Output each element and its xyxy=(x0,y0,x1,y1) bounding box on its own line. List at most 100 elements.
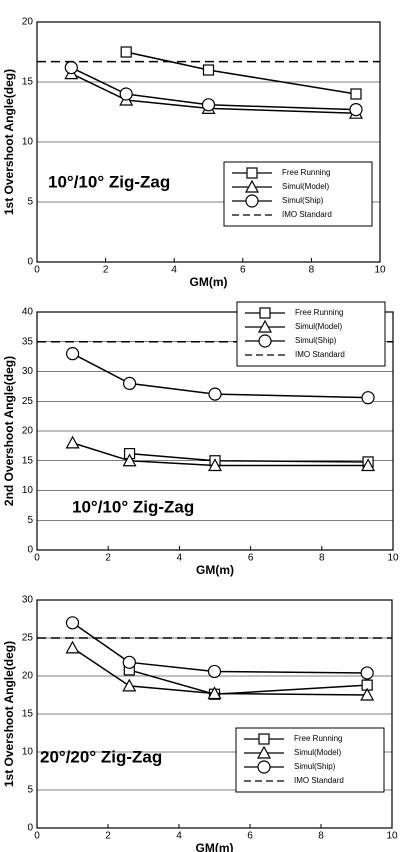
annotation: 10°/10° Zig-Zag xyxy=(48,172,170,191)
x-tick-label: 4 xyxy=(177,553,183,564)
x-tick-label: 6 xyxy=(248,553,254,564)
legend-label: Free Running xyxy=(295,308,343,317)
marker-circle xyxy=(245,194,259,208)
series-line xyxy=(126,51,357,95)
legend-label: Simul(Ship) xyxy=(295,336,337,345)
y-tick-label: 20 xyxy=(22,17,34,28)
y-tick-label: 0 xyxy=(27,257,33,268)
marker-square xyxy=(246,167,258,179)
series-line xyxy=(70,72,357,114)
marker-triangle xyxy=(122,678,137,692)
plot-frame xyxy=(36,21,381,263)
marker-square xyxy=(259,307,271,319)
x-tick-label: 4 xyxy=(171,265,177,276)
marker-circle xyxy=(122,655,136,669)
legend-label: IMO Standard xyxy=(282,210,332,219)
plot-frame xyxy=(36,311,394,551)
y-tick-label: 10 xyxy=(22,137,34,148)
series-line xyxy=(129,669,368,695)
plot-frame xyxy=(36,599,393,829)
x-tick-label: 10 xyxy=(387,553,399,564)
annotation: 20°/20° Zig-Zag xyxy=(40,747,162,766)
y-tick-label: 20 xyxy=(22,671,34,682)
series-line xyxy=(72,647,368,696)
y-tick-label: 5 xyxy=(27,197,33,208)
marker-triangle xyxy=(122,453,137,467)
marker-circle xyxy=(64,60,78,75)
legend-label: Simul(Model) xyxy=(295,322,342,331)
y-tick-label: 0 xyxy=(27,823,33,834)
y-tick-label: 20 xyxy=(22,426,34,437)
y-tick-label: 5 xyxy=(27,785,33,796)
marker-circle xyxy=(119,87,133,101)
marker-triangle xyxy=(244,179,260,193)
marker-circle xyxy=(65,347,80,361)
annotation: 10°/10° Zig-Zag xyxy=(72,497,194,516)
y-tick-label: 15 xyxy=(22,77,34,88)
series-line xyxy=(72,622,368,674)
legend-label: Simul(Ship) xyxy=(282,196,324,205)
legend-label: Free Running xyxy=(294,734,342,743)
marker-triangle xyxy=(65,435,80,449)
marker-triangle xyxy=(257,319,273,333)
marker-square xyxy=(258,733,270,745)
marker-triangle xyxy=(360,687,375,701)
y-tick-label: 15 xyxy=(22,455,34,466)
x-tick-label: 0 xyxy=(34,831,40,842)
y-tick-label: 5 xyxy=(27,515,33,526)
marker-circle xyxy=(122,376,137,390)
x-tick-label: 10 xyxy=(386,831,398,842)
legend-label: Simul(Model) xyxy=(282,182,329,191)
marker-circle xyxy=(207,664,222,679)
y-tick-label: 40 xyxy=(22,307,34,318)
x-tick-label: 0 xyxy=(34,553,40,564)
marker-circle xyxy=(65,616,80,630)
x-tick-label: 6 xyxy=(240,265,246,276)
marker-triangle xyxy=(256,745,272,759)
marker-square xyxy=(350,88,362,100)
y-tick-label: 35 xyxy=(22,336,34,347)
x-tick-label: 10 xyxy=(374,265,386,276)
series-line xyxy=(72,442,369,467)
legend-label: IMO Standard xyxy=(295,350,345,359)
x-tick-label: 0 xyxy=(34,265,40,276)
marker-square xyxy=(120,46,132,58)
y-axis-label: 2nd Overshoot Angle(deg) xyxy=(2,356,16,506)
x-tick-label: 8 xyxy=(318,831,324,842)
marker-triangle xyxy=(65,640,80,654)
marker-square xyxy=(202,64,215,76)
y-tick-label: 10 xyxy=(22,485,34,496)
marker-triangle xyxy=(361,458,376,472)
x-tick-label: 2 xyxy=(105,553,111,564)
x-tick-label: 8 xyxy=(309,265,315,276)
marker-circle xyxy=(360,666,374,680)
legend-label: Simul(Ship) xyxy=(294,762,336,771)
y-tick-label: 30 xyxy=(22,595,34,606)
x-axis-label: GM(m) xyxy=(196,841,234,852)
legend-label: Free Running xyxy=(282,168,330,177)
x-axis-label: GM(m) xyxy=(190,275,228,289)
marker-triangle xyxy=(207,686,222,700)
marker-circle xyxy=(208,387,222,401)
legend-label: IMO Standard xyxy=(294,776,344,785)
y-axis-label: 1st Overshoot Angle(deg) xyxy=(2,641,16,787)
x-tick-label: 8 xyxy=(319,553,325,564)
y-tick-label: 25 xyxy=(22,396,34,407)
y-tick-label: 30 xyxy=(22,366,34,377)
y-tick-label: 15 xyxy=(22,709,34,720)
x-tick-label: 2 xyxy=(103,265,109,276)
marker-circle xyxy=(257,760,271,774)
series-line xyxy=(70,66,357,111)
marker-triangle xyxy=(207,458,223,472)
x-axis-label: GM(m) xyxy=(196,563,234,577)
legend-label: Simul(Model) xyxy=(294,748,341,757)
y-tick-label: 0 xyxy=(27,545,33,556)
marker-circle xyxy=(258,334,272,348)
marker-circle xyxy=(201,98,216,112)
marker-circle xyxy=(361,391,375,405)
marker-circle xyxy=(349,102,363,117)
x-tick-label: 4 xyxy=(176,831,182,842)
y-axis-label: 1st Overshoot Angle(deg) xyxy=(2,69,16,215)
x-tick-label: 2 xyxy=(105,831,111,842)
